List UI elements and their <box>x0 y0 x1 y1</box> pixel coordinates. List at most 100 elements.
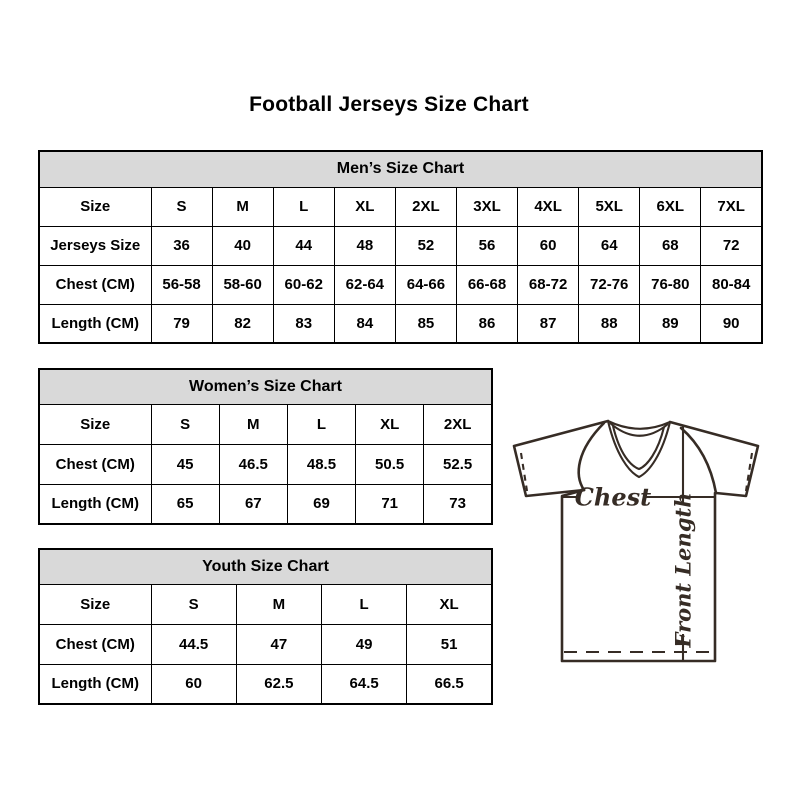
value-cell: 64.5 <box>320 663 408 705</box>
value-cell: 47 <box>235 623 323 665</box>
value-cell: 7XL <box>700 186 763 227</box>
value-cell: 2XL <box>394 186 457 227</box>
mens-size-table: Men’s Size Chart Size S M L XL 2XL 3XL 4XL 5XL 6XL… <box>38 150 763 344</box>
value-cell: 64 <box>578 225 641 266</box>
value-cell: 62.5 <box>235 663 323 705</box>
table-row: Size S M L XL 2XL <box>38 403 493 445</box>
value-cell: 44.5 <box>150 623 237 665</box>
table-title-row: Youth Size Chart <box>38 548 493 585</box>
value-cell: S <box>150 583 237 625</box>
value-cell: M <box>211 186 274 227</box>
value-cell: 84 <box>333 303 396 344</box>
row-header-cell: Chest (CM) <box>38 623 152 665</box>
mens-size-table-title: Men’s Size Chart <box>38 150 763 188</box>
value-cell: 66-68 <box>455 264 519 305</box>
value-cell: 72 <box>700 225 763 266</box>
jersey-measurement-diagram: Chest Front Length <box>498 398 792 692</box>
table-row: Length (CM) 65 67 69 71 73 <box>38 483 493 525</box>
value-cell: 82 <box>211 303 274 344</box>
value-cell: 3XL <box>455 186 519 227</box>
row-header-cell: Size <box>38 186 152 227</box>
value-cell: 73 <box>423 483 493 525</box>
row-header-cell: Length (CM) <box>38 303 152 344</box>
value-cell: 67 <box>218 483 288 525</box>
value-cell: 51 <box>406 623 493 665</box>
left-armhole-seam <box>577 421 606 492</box>
page-title: Football Jerseys Size Chart <box>249 93 529 116</box>
value-cell: L <box>272 186 335 227</box>
value-cell: 69 <box>286 483 357 525</box>
value-cell: 83 <box>272 303 335 344</box>
value-cell: 80-84 <box>700 264 763 305</box>
youth-size-table-title: Youth Size Chart <box>38 548 493 585</box>
table-title-row: Women’s Size Chart <box>38 368 493 405</box>
table-title-row: Men’s Size Chart <box>38 150 763 188</box>
womens-size-table-title: Women’s Size Chart <box>38 368 493 405</box>
value-cell: L <box>320 583 408 625</box>
value-cell: 60 <box>150 663 237 705</box>
value-cell: 45 <box>150 443 220 485</box>
value-cell: 66.5 <box>406 663 493 705</box>
value-cell: 89 <box>639 303 702 344</box>
value-cell: 52.5 <box>423 443 493 485</box>
value-cell: 64-66 <box>394 264 457 305</box>
value-cell: 6XL <box>639 186 702 227</box>
value-cell: XL <box>333 186 396 227</box>
value-cell: 90 <box>700 303 763 344</box>
table-row: Length (CM) 60 62.5 64.5 66.5 <box>38 663 493 705</box>
vneck-outer <box>606 420 672 479</box>
value-cell: 48.5 <box>286 443 357 485</box>
row-header-cell: Chest (CM) <box>38 264 152 305</box>
value-cell: 49 <box>320 623 408 665</box>
value-cell: 68-72 <box>517 264 580 305</box>
value-cell: 85 <box>394 303 457 344</box>
value-cell: 48 <box>333 225 396 266</box>
value-cell: 44 <box>272 225 335 266</box>
value-cell: 52 <box>394 225 457 266</box>
jersey-body <box>560 488 718 663</box>
value-cell: 62-64 <box>333 264 396 305</box>
table-row: Chest (CM) 45 46.5 48.5 50.5 52.5 <box>38 443 493 485</box>
value-cell: 65 <box>150 483 220 525</box>
value-cell: 58-60 <box>211 264 274 305</box>
row-header-cell: Length (CM) <box>38 483 152 525</box>
value-cell: 79 <box>150 303 213 344</box>
table-row: Length (CM) 79 82 83 84 85 86 87 88 89 90 <box>38 303 763 344</box>
value-cell: S <box>150 403 220 445</box>
value-cell: 87 <box>517 303 580 344</box>
table-row: Size S M L XL <box>38 583 493 625</box>
value-cell: M <box>235 583 323 625</box>
value-cell: S <box>150 186 213 227</box>
front-length-label: Front Length <box>671 493 696 649</box>
value-cell: 5XL <box>578 186 641 227</box>
value-cell: XL <box>355 403 425 445</box>
left-sleeve <box>512 419 610 498</box>
value-cell: 2XL <box>423 403 493 445</box>
vneck-inner <box>611 425 666 471</box>
value-cell: 40 <box>211 225 274 266</box>
value-cell: 4XL <box>517 186 580 227</box>
youth-size-table: Youth Size Chart Size S M L XL Chest (CM) 44.5 4… <box>38 548 493 705</box>
row-header-cell: Size <box>38 583 152 625</box>
right-sleeve <box>668 420 760 498</box>
value-cell: 56 <box>455 225 519 266</box>
value-cell: 60 <box>517 225 580 266</box>
value-cell: 60-62 <box>272 264 335 305</box>
value-cell: 76-80 <box>639 264 702 305</box>
table-row: Jerseys Size 36 40 44 48 52 56 60 64 68 72 <box>38 225 763 266</box>
row-header-cell: Jerseys Size <box>38 225 152 266</box>
value-cell: 50.5 <box>355 443 425 485</box>
value-cell: 56-58 <box>150 264 213 305</box>
value-cell: 71 <box>355 483 425 525</box>
jersey-outline <box>512 419 760 663</box>
table-row: Chest (CM) 56-58 58-60 60-62 62-64 64-66 66-68… <box>38 264 763 305</box>
value-cell: 88 <box>578 303 641 344</box>
value-cell: 72-76 <box>578 264 641 305</box>
value-cell: M <box>218 403 288 445</box>
womens-size-table: Women’s Size Chart Size S M L XL 2XL Chest (CM)… <box>38 368 493 525</box>
row-header-cell: Size <box>38 403 152 445</box>
right-armhole-seam <box>679 426 718 495</box>
value-cell: 36 <box>150 225 213 266</box>
collar-back-arc-outer <box>607 420 671 430</box>
table-row: Size S M L XL 2XL 3XL 4XL 5XL 6XL 7XL <box>38 186 763 227</box>
